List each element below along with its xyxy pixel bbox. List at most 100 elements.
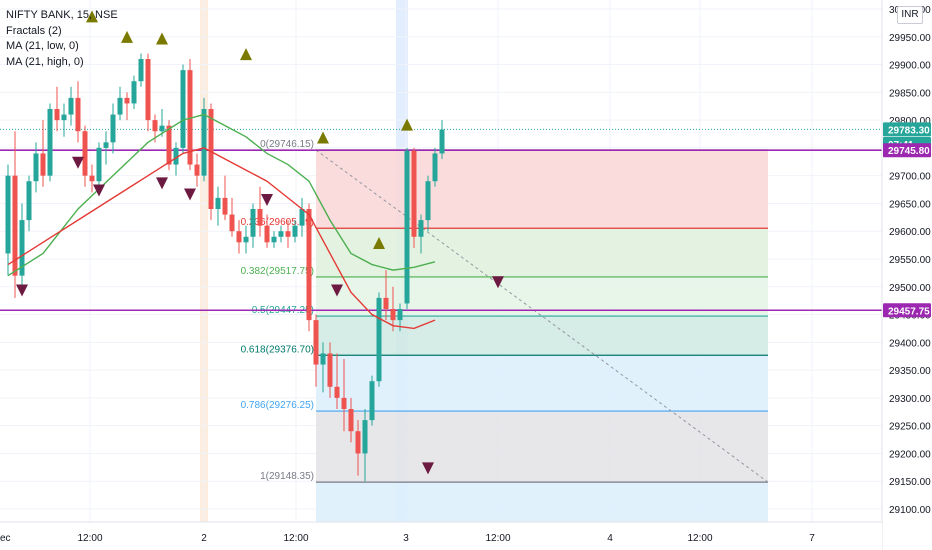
price-tick-label: 29400.00 — [889, 338, 931, 349]
candle-body — [47, 109, 53, 176]
candle-body — [5, 175, 11, 254]
fractal-down-marker — [16, 284, 28, 297]
candle-body — [383, 297, 389, 309]
price-tick-label: 29250.00 — [889, 422, 931, 433]
time-tick-label: 2 — [201, 533, 207, 544]
time-axis-background — [0, 522, 882, 550]
fractal-down-marker — [331, 284, 343, 297]
candle-body — [180, 70, 186, 148]
price-tick-label: 29950.00 — [889, 33, 931, 44]
fib-zone — [316, 411, 768, 483]
fib-zone — [316, 150, 768, 229]
fib-level-label: 0.236(29605.39) — [241, 217, 314, 228]
fractal-up-marker — [240, 48, 252, 61]
candle-body — [124, 97, 130, 104]
legend-symbol[interactable]: NIFTY BANK, 15, NSE — [6, 9, 118, 21]
candle-body — [222, 197, 228, 215]
candle-body — [397, 309, 403, 321]
candle-body — [19, 220, 25, 276]
price-tick-label: 29900.00 — [889, 61, 931, 72]
candle-body — [166, 125, 172, 165]
candle-body — [334, 386, 340, 398]
candle-body — [327, 353, 333, 387]
fractal-up-marker — [121, 30, 133, 43]
price-tick-label: 29350.00 — [889, 366, 931, 377]
candle-body — [404, 150, 410, 304]
price-tick-label: 29100.00 — [889, 505, 931, 516]
candle-body — [187, 70, 193, 165]
fib-level-label: 1(29148.35) — [260, 471, 314, 482]
fractal-down-marker — [492, 276, 504, 289]
fractal-up-marker — [317, 131, 329, 144]
time-tick-label: 4 — [607, 533, 613, 544]
candle-body — [26, 181, 32, 221]
candle-body — [369, 381, 375, 421]
fib-level-label: 0.786(29276.25) — [241, 400, 314, 411]
candle-body — [236, 231, 242, 243]
legend-ma-high[interactable]: MA (21, high, 0) — [6, 55, 84, 68]
candle-body — [299, 209, 305, 226]
candle-body — [110, 114, 116, 143]
candle-body — [12, 175, 18, 276]
fractal-down-marker — [422, 462, 434, 475]
candle-body — [355, 431, 361, 454]
price-tag-label: 29457.75 — [888, 306, 930, 317]
candle-body — [341, 397, 347, 409]
candle-body — [390, 309, 396, 321]
candle-body — [215, 197, 221, 209]
candle-body — [306, 209, 312, 321]
candle-body — [285, 231, 291, 237]
candle-body — [418, 220, 424, 237]
time-tick-label: 7 — [809, 533, 815, 544]
candle-body — [75, 97, 81, 132]
candle-body — [271, 236, 277, 243]
price-tick-label: 29150.00 — [889, 477, 931, 488]
currency-badge[interactable]: INR — [897, 6, 923, 24]
candle-body — [376, 297, 382, 382]
candle-body — [439, 129, 445, 154]
fractal-up-marker — [373, 237, 385, 249]
time-tick-label: 12:00 — [687, 533, 712, 544]
candle-body — [40, 153, 46, 176]
price-tag — [883, 143, 931, 158]
price-tag — [883, 303, 931, 318]
candle-body — [432, 153, 438, 182]
candle-body — [278, 231, 284, 237]
price-tick-label: 29200.00 — [889, 449, 931, 460]
price-axis-background — [882, 0, 932, 550]
price-tick-label: 29800.00 — [889, 116, 931, 127]
candle-body — [313, 320, 319, 365]
candle-body — [229, 214, 235, 232]
candle-body — [82, 131, 88, 176]
time-tick-label: 12:00 — [485, 533, 510, 544]
price-tag-label: 29783.30 — [888, 125, 930, 136]
fib-level-label: 0(29746.15) — [260, 139, 314, 150]
price-tick-label: 29600.00 — [889, 227, 931, 238]
fib-level-label: 0.382(29517.75) — [241, 266, 314, 277]
candle-body — [257, 209, 263, 226]
candle-body — [138, 59, 144, 82]
candle-body — [159, 125, 165, 132]
candle-body — [264, 225, 270, 243]
candle-body — [96, 147, 102, 182]
candle-body — [425, 181, 431, 221]
candle-body — [194, 164, 200, 176]
candle-body — [145, 59, 151, 121]
time-tick-label: 12:00 — [283, 533, 308, 544]
price-tag-label: 29745.80 — [888, 146, 930, 157]
candle-body — [320, 353, 326, 365]
time-tick-label: ec — [0, 533, 11, 544]
legend-fractals[interactable]: Fractals (2) — [6, 24, 62, 37]
price-tick-label: 29700.00 — [889, 172, 931, 183]
candle-body — [173, 147, 179, 165]
legend-ma-low[interactable]: MA (21, low, 0) — [6, 40, 79, 52]
price-tick-label: 29500.00 — [889, 283, 931, 294]
ma-high-line — [7, 147, 436, 330]
fib-level-label: 0.618(29376.70) — [241, 344, 314, 355]
time-tick-label: 12:00 — [77, 533, 102, 544]
candle-body — [411, 150, 417, 237]
time-tick-label: 3 — [403, 533, 409, 544]
fractal-up-marker — [401, 118, 413, 131]
price-tag — [883, 122, 931, 137]
